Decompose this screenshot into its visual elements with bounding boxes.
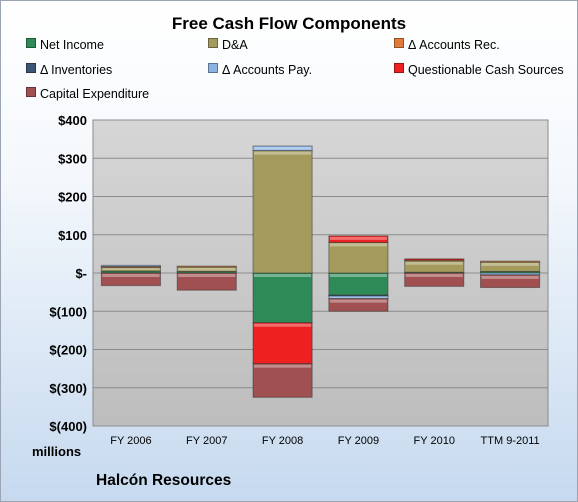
bar-segment	[404, 258, 465, 261]
legend-swatch-accounts-pay	[208, 63, 218, 73]
bar-highlight	[481, 275, 539, 279]
legend-swatch-d-and-a	[208, 38, 218, 48]
bar-highlight	[254, 364, 312, 368]
x-tick-label: FY 2009	[338, 435, 379, 447]
y-tick-label: $100	[58, 228, 87, 243]
bar-segment	[404, 272, 465, 287]
bar-segment	[100, 272, 161, 287]
bar-highlight	[254, 151, 312, 155]
bar-segment	[176, 272, 237, 291]
bar-segment	[480, 274, 541, 289]
legend-item-net-income: Net Income	[26, 38, 104, 52]
legend-label-questionable-cash-sources: Questionable Cash Sources	[408, 63, 564, 77]
y-tick-label: $-	[75, 266, 87, 281]
legend-label-accounts-pay: Δ Accounts Pay.	[222, 63, 313, 77]
bar-segment	[328, 235, 389, 243]
legend-swatch-net-income	[26, 38, 36, 48]
company-name: Halcón Resources	[96, 472, 232, 489]
bar-highlight	[254, 147, 312, 150]
bar-highlight	[405, 261, 463, 265]
bar-highlight	[178, 267, 236, 271]
bar-highlight	[254, 274, 312, 277]
x-tick-label: TTM 9-2011	[481, 435, 540, 447]
legend-item-inventories: Δ Inventories	[26, 63, 112, 77]
bar-segment	[252, 363, 313, 398]
legend-label-accounts-rec: Δ Accounts Rec.	[408, 38, 500, 52]
x-tick-label: FY 2008	[262, 435, 303, 447]
chart-title: Free Cash Flow Components	[171, 14, 407, 33]
bar-highlight	[329, 236, 387, 240]
bar-highlight	[481, 262, 539, 266]
bar-segment	[328, 241, 389, 274]
bar-highlight	[178, 274, 236, 277]
y-tick-label: $200	[58, 190, 87, 205]
bar-highlight	[329, 243, 387, 247]
bar-highlight	[329, 299, 387, 303]
bar-segment	[252, 150, 313, 274]
y-tick-label: $(300)	[49, 381, 87, 396]
legend-label-inventories: Δ Inventories	[40, 63, 113, 77]
legend-label-capital-expenditure: Capital Expenditure	[40, 87, 150, 101]
bar-highlight	[102, 268, 160, 271]
legend-swatch-inventories	[26, 63, 36, 73]
bar-segment	[176, 265, 237, 268]
legend-swatch-questionable-cash-sources	[394, 63, 404, 73]
x-tick-label: FY 2010	[414, 435, 455, 447]
legend-label-d-and-a: D&A	[222, 38, 248, 52]
bar-highlight	[405, 274, 463, 277]
legend-item-accounts-pay: Δ Accounts Pay.	[208, 63, 312, 77]
x-tick-label: FY 2007	[186, 435, 227, 447]
legend-item-capital-expenditure: Capital Expenditure	[26, 87, 149, 101]
y-tick-label: $(400)	[49, 419, 87, 434]
bar-segment	[100, 264, 161, 267]
bar-highlight	[102, 274, 160, 277]
y-tick-label: $(100)	[49, 304, 87, 319]
y-tick-label: $(200)	[49, 343, 87, 358]
bar-highlight	[254, 323, 312, 327]
y-tick-label: $300	[58, 151, 87, 166]
bar-segment	[328, 298, 389, 312]
legend-label-net-income: Net Income	[40, 38, 104, 52]
bar-highlight	[329, 296, 387, 298]
legend-item-accounts-rec: Δ Accounts Rec.	[394, 38, 500, 52]
x-tick-label: FY 2006	[110, 435, 151, 447]
legend-swatch-accounts-rec	[394, 38, 404, 48]
legend-item-d-and-a: D&A	[208, 38, 248, 52]
bar-segment	[480, 260, 541, 263]
legend-swatch-capital-expenditure	[26, 87, 36, 97]
bar-highlight	[329, 274, 387, 277]
bar-segment	[252, 322, 313, 365]
bar-segment	[252, 272, 313, 324]
units-label: millions	[32, 444, 82, 459]
bar-segment	[252, 145, 313, 152]
y-tick-label: $400	[58, 113, 87, 128]
legend-item-questionable-cash-sources: Questionable Cash Sources	[394, 63, 564, 77]
